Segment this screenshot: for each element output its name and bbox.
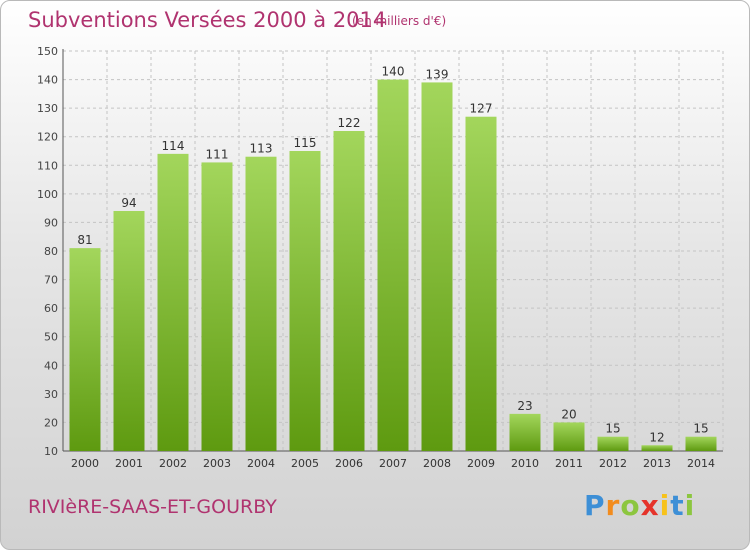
data-label: 115 (294, 136, 317, 150)
data-label: 127 (470, 102, 493, 116)
y-tick-label: 50 (44, 331, 58, 344)
x-tick-label: 2007 (379, 457, 407, 470)
label-layer: 81 2000 94 2001 114 2002 111 2003 113 2004 115 2005… (71, 65, 715, 470)
bar-2013 (641, 445, 673, 451)
logo-letter: r (605, 489, 621, 522)
x-tick-label: 2000 (71, 457, 99, 470)
data-label: 23 (517, 399, 532, 413)
y-tick-label: 110 (37, 159, 58, 172)
bar-2003 (201, 162, 233, 451)
y-tick-label: 130 (37, 102, 58, 115)
bar-2007 (377, 79, 409, 452)
bar-2006 (333, 131, 365, 451)
y-tick-label: 80 (44, 245, 58, 258)
bar-2011 (553, 422, 585, 451)
y-tick-label: 70 (44, 274, 58, 287)
bar-2002 (157, 153, 189, 451)
y-tick-label: 10 (44, 445, 58, 458)
bar-2005 (289, 151, 321, 451)
x-tick-label: 2011 (555, 457, 583, 470)
x-tick-label: 2010 (511, 457, 539, 470)
logo-letter: x (640, 489, 660, 522)
logo-letter: P (584, 489, 606, 522)
data-label: 122 (338, 116, 361, 130)
bar-layer (69, 79, 717, 452)
data-label: 113 (250, 142, 273, 156)
x-tick-label: 2009 (467, 457, 495, 470)
y-tick-label: 150 (37, 45, 58, 58)
y-tick-label: 60 (44, 302, 58, 315)
x-tick-label: 2005 (291, 457, 319, 470)
data-label: 139 (426, 67, 449, 81)
logo-letter: i (659, 489, 671, 522)
proxiti-logo: Proxiti (584, 489, 695, 522)
y-tick-label: 120 (37, 131, 58, 144)
bar-2012 (597, 436, 629, 451)
logo-letter: o (620, 489, 641, 522)
data-label: 20 (561, 407, 576, 421)
y-tick-label: 40 (44, 359, 58, 372)
x-tick-label: 2002 (159, 457, 187, 470)
x-tick-label: 2013 (643, 457, 671, 470)
x-tick-label: 2001 (115, 457, 143, 470)
data-label: 114 (162, 139, 185, 153)
x-tick-label: 2006 (335, 457, 363, 470)
y-tick-label: 90 (44, 216, 58, 229)
y-tick-label: 30 (44, 388, 58, 401)
x-tick-label: 2014 (687, 457, 715, 470)
x-tick-label: 2003 (203, 457, 231, 470)
y-tick-label: 140 (37, 74, 58, 87)
commune-name: RIVIèRE-SAAS-ET-GOURBY (28, 496, 277, 518)
data-label: 111 (206, 147, 229, 161)
x-tick-label: 2012 (599, 457, 627, 470)
x-tick-label: 2008 (423, 457, 451, 470)
bar-2009 (465, 116, 497, 451)
bar-2001 (113, 211, 145, 451)
x-tick-label: 2004 (247, 457, 275, 470)
data-label: 94 (121, 196, 136, 210)
bar-2004 (245, 156, 277, 451)
data-label: 140 (382, 65, 405, 79)
y-tick-label: 100 (37, 188, 58, 201)
logo-letter: i (684, 489, 696, 522)
bar-2014 (685, 436, 717, 451)
y-tick-label: 20 (44, 416, 58, 429)
bar-2010 (509, 413, 541, 451)
data-label: 81 (77, 233, 92, 247)
data-label: 15 (693, 422, 708, 436)
bar-2000 (69, 248, 101, 451)
data-label: 15 (605, 422, 620, 436)
bar-2008 (421, 82, 453, 451)
chart-title: Subventions Versées 2000 à 2014 (28, 8, 387, 32)
data-label: 12 (649, 430, 664, 444)
chart-subtitle: (en milliers d'€) (352, 14, 447, 28)
logo-letter: t (670, 489, 685, 522)
